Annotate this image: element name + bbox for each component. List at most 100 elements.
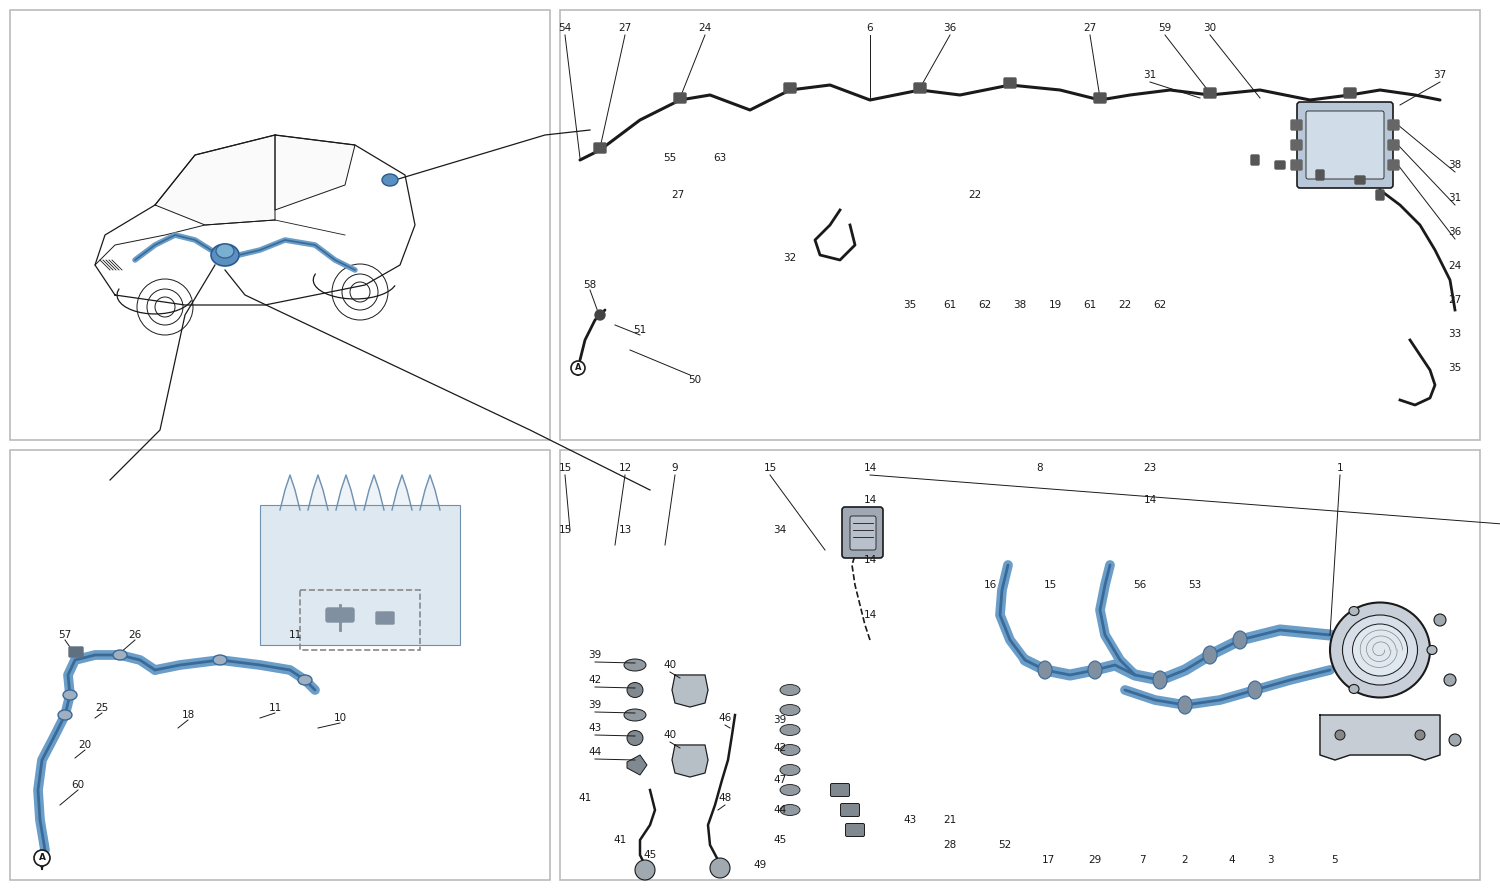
Ellipse shape bbox=[1203, 646, 1216, 664]
Text: A: A bbox=[39, 854, 45, 862]
Text: 27: 27 bbox=[1083, 23, 1096, 33]
FancyBboxPatch shape bbox=[376, 612, 394, 624]
FancyBboxPatch shape bbox=[560, 10, 1480, 440]
Text: 14: 14 bbox=[864, 555, 876, 565]
Text: 56: 56 bbox=[1134, 580, 1146, 590]
Text: 18: 18 bbox=[182, 710, 195, 720]
Polygon shape bbox=[672, 675, 708, 707]
FancyBboxPatch shape bbox=[594, 143, 606, 153]
Text: 33: 33 bbox=[1449, 329, 1461, 339]
Polygon shape bbox=[154, 135, 274, 225]
Text: 42: 42 bbox=[774, 743, 786, 753]
Ellipse shape bbox=[1088, 661, 1102, 679]
FancyBboxPatch shape bbox=[1292, 140, 1302, 150]
Text: 26: 26 bbox=[129, 630, 141, 640]
Text: 29: 29 bbox=[1089, 855, 1101, 865]
Text: 4: 4 bbox=[1228, 855, 1236, 865]
Text: 24: 24 bbox=[699, 23, 711, 33]
FancyBboxPatch shape bbox=[10, 450, 550, 880]
Text: 17: 17 bbox=[1041, 855, 1054, 865]
Text: 3: 3 bbox=[1266, 855, 1274, 865]
FancyBboxPatch shape bbox=[1376, 190, 1384, 200]
Ellipse shape bbox=[1342, 615, 1418, 685]
Polygon shape bbox=[1320, 715, 1440, 760]
Polygon shape bbox=[308, 475, 328, 510]
Text: 62: 62 bbox=[978, 300, 992, 310]
FancyBboxPatch shape bbox=[1388, 140, 1400, 150]
Text: 61: 61 bbox=[1083, 300, 1096, 310]
Bar bbox=[300, 590, 420, 650]
Text: 40: 40 bbox=[663, 730, 676, 740]
Text: 5: 5 bbox=[1332, 855, 1338, 865]
Polygon shape bbox=[274, 135, 356, 210]
Text: 24: 24 bbox=[1449, 261, 1461, 271]
Text: 52: 52 bbox=[999, 840, 1011, 850]
Text: 12: 12 bbox=[618, 463, 632, 473]
Text: 47: 47 bbox=[774, 775, 786, 785]
Ellipse shape bbox=[627, 683, 644, 698]
Ellipse shape bbox=[211, 244, 238, 266]
Circle shape bbox=[34, 850, 50, 866]
Text: 57: 57 bbox=[58, 630, 72, 640]
FancyBboxPatch shape bbox=[1388, 160, 1400, 170]
Ellipse shape bbox=[627, 731, 644, 746]
Circle shape bbox=[1449, 734, 1461, 746]
Ellipse shape bbox=[298, 675, 312, 685]
Text: 44: 44 bbox=[588, 747, 602, 757]
Text: 30: 30 bbox=[1203, 23, 1216, 33]
Text: 14: 14 bbox=[864, 495, 876, 505]
FancyBboxPatch shape bbox=[674, 93, 686, 103]
Ellipse shape bbox=[1426, 645, 1437, 654]
Text: 28: 28 bbox=[944, 840, 957, 850]
Text: 11: 11 bbox=[288, 630, 302, 640]
Text: 20: 20 bbox=[78, 740, 92, 750]
Text: 13: 13 bbox=[618, 525, 632, 535]
Ellipse shape bbox=[1348, 684, 1359, 693]
FancyBboxPatch shape bbox=[326, 608, 354, 622]
Polygon shape bbox=[627, 755, 646, 775]
FancyBboxPatch shape bbox=[1292, 120, 1302, 130]
Text: 15: 15 bbox=[1044, 580, 1056, 590]
Text: 9: 9 bbox=[672, 463, 678, 473]
Text: 51: 51 bbox=[633, 325, 646, 335]
Circle shape bbox=[1444, 674, 1456, 686]
Polygon shape bbox=[392, 475, 412, 510]
FancyBboxPatch shape bbox=[1306, 111, 1384, 179]
FancyBboxPatch shape bbox=[784, 83, 796, 93]
Circle shape bbox=[1434, 614, 1446, 626]
Text: 41: 41 bbox=[614, 835, 627, 845]
Text: 36: 36 bbox=[944, 23, 957, 33]
Circle shape bbox=[1414, 730, 1425, 740]
Ellipse shape bbox=[780, 705, 800, 716]
Ellipse shape bbox=[216, 244, 234, 258]
Text: 62: 62 bbox=[1154, 300, 1167, 310]
Ellipse shape bbox=[780, 765, 800, 775]
Text: 41: 41 bbox=[579, 793, 591, 803]
Text: 27: 27 bbox=[618, 23, 632, 33]
FancyBboxPatch shape bbox=[1388, 120, 1400, 130]
Circle shape bbox=[572, 361, 585, 375]
Text: 45: 45 bbox=[774, 835, 786, 845]
Text: 58: 58 bbox=[584, 280, 597, 290]
Text: 16: 16 bbox=[984, 580, 996, 590]
FancyBboxPatch shape bbox=[1292, 160, 1302, 170]
Circle shape bbox=[596, 310, 604, 320]
Polygon shape bbox=[280, 475, 300, 510]
Text: 55: 55 bbox=[663, 153, 676, 163]
FancyBboxPatch shape bbox=[842, 507, 884, 558]
Text: 43: 43 bbox=[903, 815, 916, 825]
Ellipse shape bbox=[780, 684, 800, 695]
FancyBboxPatch shape bbox=[914, 83, 926, 93]
Text: 50: 50 bbox=[688, 375, 702, 385]
FancyBboxPatch shape bbox=[1316, 170, 1324, 180]
Text: 2: 2 bbox=[1182, 855, 1188, 865]
Ellipse shape bbox=[1038, 661, 1052, 679]
Text: 37: 37 bbox=[1434, 70, 1446, 80]
Text: 21: 21 bbox=[944, 815, 957, 825]
Text: 40: 40 bbox=[663, 660, 676, 670]
Text: 48: 48 bbox=[718, 793, 732, 803]
Ellipse shape bbox=[1154, 671, 1167, 689]
Ellipse shape bbox=[624, 709, 646, 721]
Text: 27: 27 bbox=[672, 190, 684, 200]
FancyBboxPatch shape bbox=[10, 10, 550, 440]
